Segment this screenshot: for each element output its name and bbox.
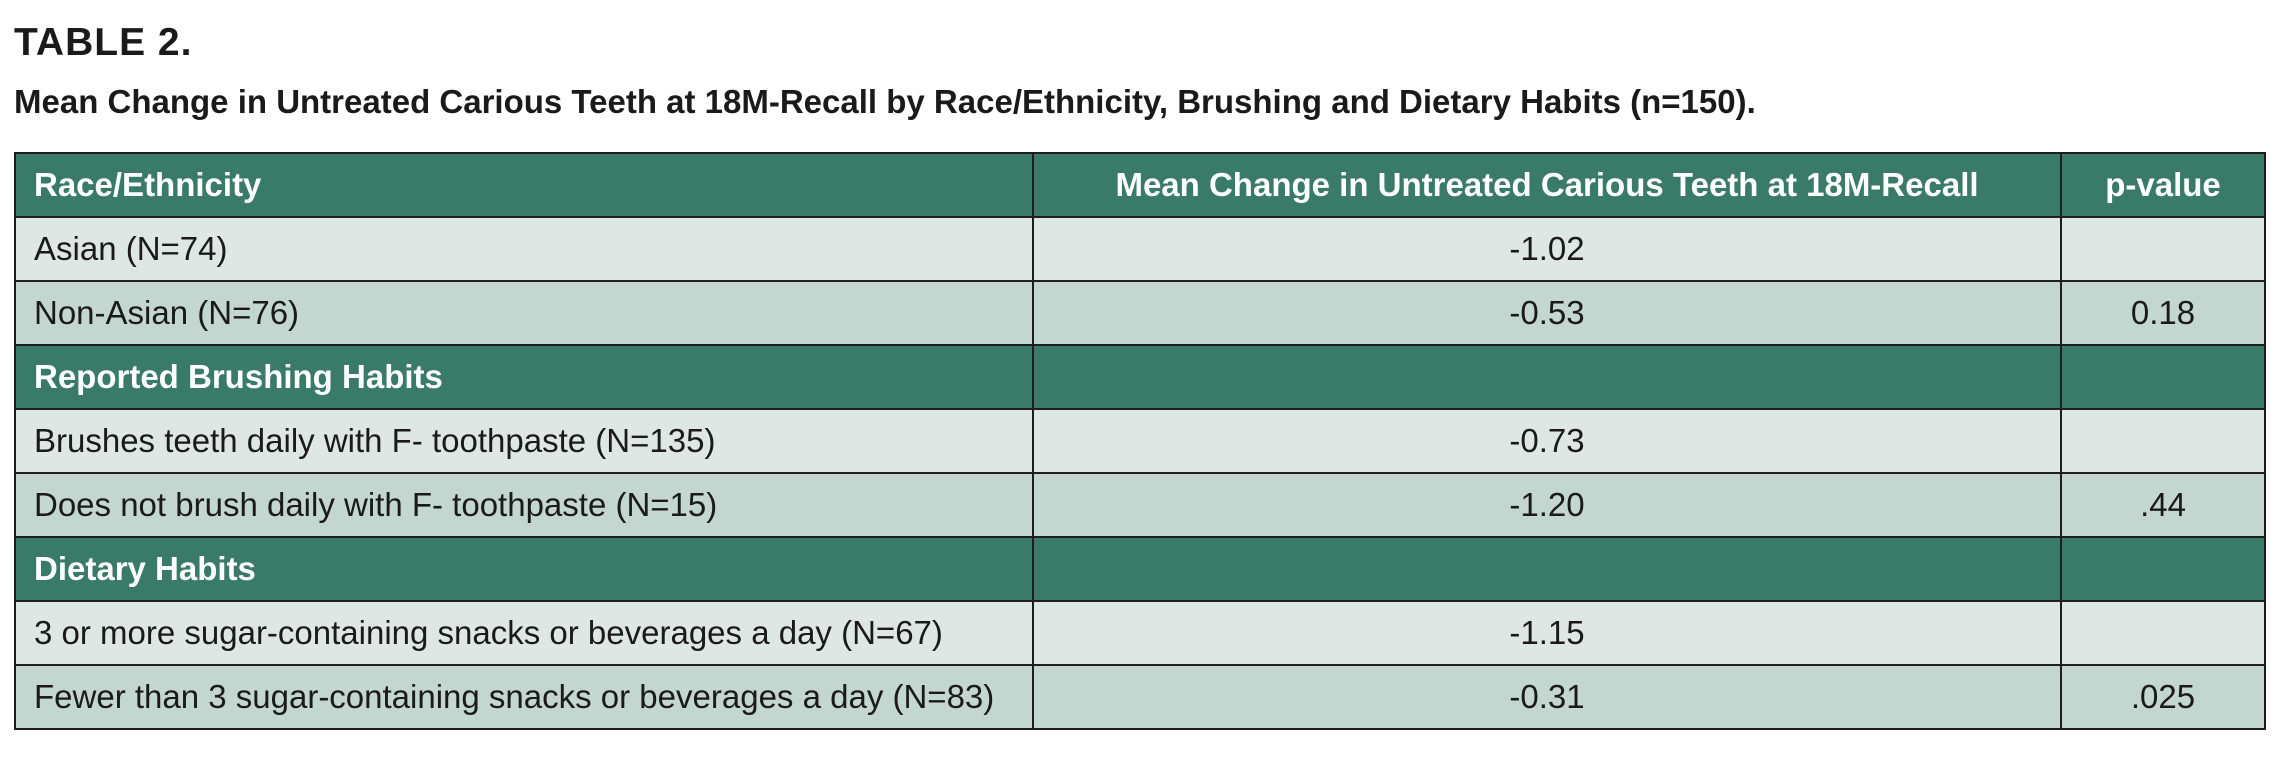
table-row: 3 or more sugar-containing snacks or bev… <box>14 600 2266 666</box>
section-title: Dietary Habits <box>14 536 1034 602</box>
row-label: 3 or more sugar-containing snacks or bev… <box>14 600 1034 666</box>
row-mean-change: -1.15 <box>1032 600 2062 666</box>
row-label: Does not brush daily with F- toothpaste … <box>14 472 1034 538</box>
section-empty-cell <box>2060 536 2266 602</box>
table-row: Does not brush daily with F- toothpaste … <box>14 472 2266 538</box>
table-label: TABLE 2. <box>14 21 193 64</box>
row-mean-change: -0.53 <box>1032 280 2062 346</box>
section-header-dietary: Dietary Habits <box>14 536 2266 602</box>
header-mean-change: Mean Change in Untreated Carious Teeth a… <box>1032 152 2062 218</box>
row-p-value <box>2060 216 2266 282</box>
section-title: Reported Brushing Habits <box>14 344 1034 410</box>
results-table: Race/Ethnicity Mean Change in Untreated … <box>14 152 2266 730</box>
row-p-value: 0.18 <box>2060 280 2266 346</box>
row-p-value <box>2060 408 2266 474</box>
row-p-value: .44 <box>2060 472 2266 538</box>
row-mean-change: -1.02 <box>1032 216 2062 282</box>
table-title: Mean Change in Untreated Carious Teeth a… <box>14 83 1756 120</box>
row-label: Brushes teeth daily with F- toothpaste (… <box>14 408 1034 474</box>
row-label: Non-Asian (N=76) <box>14 280 1034 346</box>
table-row: Asian (N=74) -1.02 <box>14 216 2266 282</box>
table-row: Non-Asian (N=76) -0.53 0.18 <box>14 280 2266 346</box>
section-header-brushing: Reported Brushing Habits <box>14 344 2266 410</box>
table-row: Brushes teeth daily with F- toothpaste (… <box>14 408 2266 474</box>
section-empty-cell <box>1032 536 2062 602</box>
row-label: Asian (N=74) <box>14 216 1034 282</box>
header-race-ethnicity: Race/Ethnicity <box>14 152 1034 218</box>
row-mean-change: -0.73 <box>1032 408 2062 474</box>
header-p-value: p-value <box>2060 152 2266 218</box>
table-header-row: Race/Ethnicity Mean Change in Untreated … <box>14 152 2266 218</box>
row-mean-change: -0.31 <box>1032 664 2062 730</box>
section-empty-cell <box>2060 344 2266 410</box>
row-mean-change: -1.20 <box>1032 472 2062 538</box>
row-p-value: .025 <box>2060 664 2266 730</box>
row-label: Fewer than 3 sugar-containing snacks or … <box>14 664 1034 730</box>
section-empty-cell <box>1032 344 2062 410</box>
row-p-value <box>2060 600 2266 666</box>
table-row: Fewer than 3 sugar-containing snacks or … <box>14 664 2266 730</box>
